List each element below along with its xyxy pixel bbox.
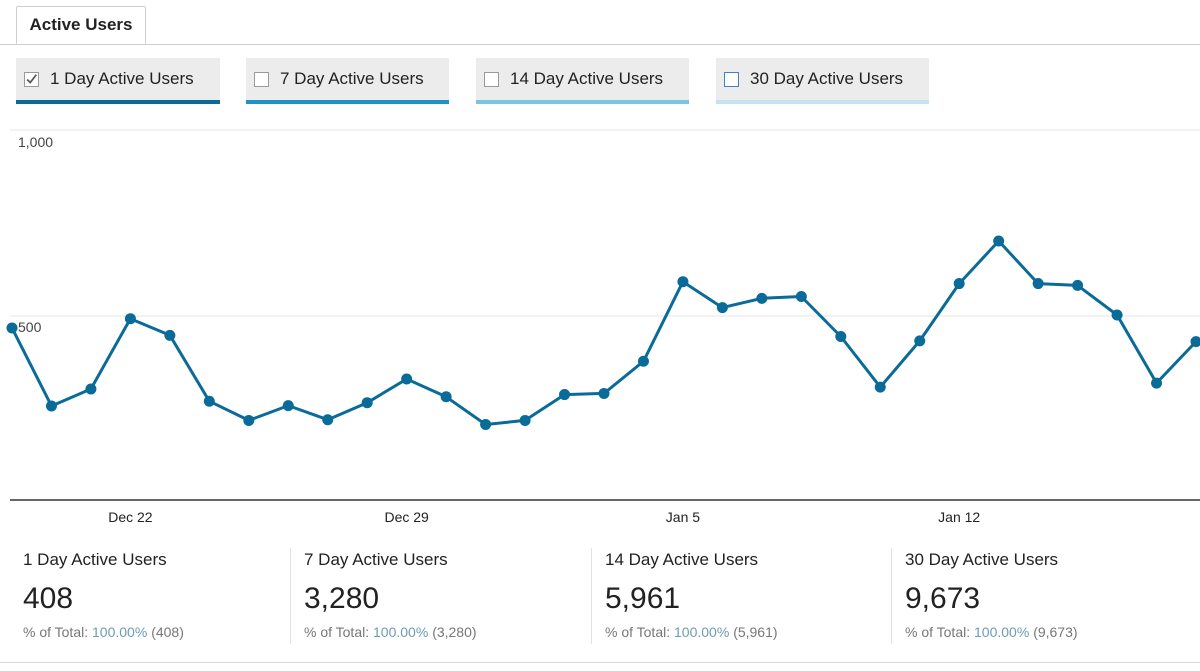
metric-value: 5,961 <box>605 582 681 615</box>
metric-14-day: 14 Day Active Users 5,961 % of Total: 10… <box>591 540 905 660</box>
data-point[interactable] <box>124 313 136 325</box>
data-point[interactable] <box>559 389 571 401</box>
data-point[interactable] <box>1151 377 1163 389</box>
data-point[interactable] <box>598 387 610 399</box>
metric-7-day: 7 Day Active Users 3,280 % of Total: 100… <box>290 540 604 660</box>
series-toggle-1-day[interactable]: 1 Day Active Users <box>16 58 220 104</box>
pct-label: % of Total: <box>23 624 89 640</box>
metric-title: 30 Day Active Users <box>905 550 1059 569</box>
data-point[interactable] <box>795 291 807 302</box>
metric-percent-of-total: % of Total: 100.00% (408) <box>23 624 184 640</box>
data-point[interactable] <box>282 400 294 412</box>
divider <box>591 548 592 644</box>
metric-value: 9,673 <box>905 582 981 615</box>
metric-percent-of-total: % of Total: 100.00% (3,280) <box>304 624 477 640</box>
data-point[interactable] <box>1111 309 1123 321</box>
data-point[interactable] <box>164 329 176 341</box>
data-point[interactable] <box>993 235 1005 247</box>
checkbox[interactable] <box>724 71 739 87</box>
x-tick-label: Dec 22 <box>108 509 153 525</box>
data-point[interactable] <box>1190 336 1200 348</box>
data-point[interactable] <box>519 414 531 426</box>
checkmark-icon <box>26 73 37 84</box>
metric-value: 3,280 <box>304 582 380 615</box>
divider <box>290 548 291 644</box>
x-tick-label: Jan 12 <box>938 509 980 525</box>
bottom-divider <box>0 662 1200 663</box>
data-point[interactable] <box>874 381 886 393</box>
data-point[interactable] <box>361 397 373 409</box>
metric-title: 1 Day Active Users <box>23 550 167 569</box>
pct-label: % of Total: <box>905 624 971 640</box>
pct-value: 100.00% <box>674 624 730 640</box>
divider <box>891 548 892 644</box>
series-toggle-label: 1 Day Active Users <box>50 69 194 88</box>
data-point[interactable] <box>203 395 215 407</box>
metric-30-day: 30 Day Active Users 9,673 % of Total: 10… <box>891 540 1200 660</box>
metric-title: 14 Day Active Users <box>605 550 759 569</box>
data-point[interactable] <box>953 278 965 290</box>
data-point[interactable] <box>1032 278 1044 290</box>
pct-label: % of Total: <box>605 624 671 640</box>
data-point[interactable] <box>440 391 452 403</box>
pct-absolute: (5,961) <box>733 624 778 640</box>
pct-value: 100.00% <box>974 624 1030 640</box>
tab-active-users[interactable]: Active Users <box>16 6 146 44</box>
pct-label: % of Total: <box>304 624 370 640</box>
data-point[interactable] <box>637 355 649 367</box>
active-users-line-chart: 1,000 500 Dec 22 Dec 29 Jan 5 Jan 12 <box>6 129 1200 525</box>
series-toggle-14-day[interactable]: 14 Day Active Users <box>476 58 689 104</box>
data-point[interactable] <box>6 322 18 334</box>
pct-absolute: (3,280) <box>432 624 477 640</box>
data-point[interactable] <box>243 414 255 426</box>
series-toggle-30-day[interactable]: 30 Day Active Users <box>716 58 929 104</box>
data-point[interactable] <box>401 373 413 385</box>
pct-absolute: (9,673) <box>1033 624 1078 640</box>
series-toggle-label: 30 Day Active Users <box>750 69 904 88</box>
metrics-summary: 1 Day Active Users 408 % of Total: 100.0… <box>0 540 1200 671</box>
data-point[interactable] <box>835 330 847 342</box>
checkbox[interactable] <box>254 71 269 87</box>
data-point[interactable] <box>716 302 728 314</box>
series-toggle-label: 7 Day Active Users <box>280 69 424 88</box>
metric-percent-of-total: % of Total: 100.00% (9,673) <box>905 624 1078 640</box>
y-tick-label: 1,000 <box>18 134 53 150</box>
y-tick-label: 500 <box>18 319 42 335</box>
metric-value: 408 <box>23 582 74 615</box>
data-point[interactable] <box>45 400 57 412</box>
pct-value: 100.00% <box>373 624 429 640</box>
data-point[interactable] <box>480 419 492 431</box>
metric-1-day: 1 Day Active Users 408 % of Total: 100.0… <box>23 540 323 660</box>
data-point[interactable] <box>756 292 768 304</box>
series-toggle-7-day[interactable]: 7 Day Active Users <box>246 58 449 104</box>
data-point[interactable] <box>85 383 97 395</box>
data-point[interactable] <box>1072 279 1084 291</box>
pct-value: 100.00% <box>92 624 148 640</box>
tab-bar: Active Users <box>0 0 1200 45</box>
metric-percent-of-total: % of Total: 100.00% (5,961) <box>605 624 778 640</box>
x-tick-label: Dec 29 <box>384 509 429 525</box>
checkbox[interactable] <box>484 71 499 87</box>
data-point[interactable] <box>914 335 926 347</box>
series-toggle-label: 14 Day Active Users <box>510 69 664 88</box>
checkbox[interactable] <box>24 71 39 87</box>
data-point[interactable] <box>322 414 334 426</box>
data-point[interactable] <box>677 276 689 288</box>
metric-title: 7 Day Active Users <box>304 550 448 569</box>
x-tick-label: Jan 5 <box>666 509 700 525</box>
pct-absolute: (408) <box>151 624 184 640</box>
